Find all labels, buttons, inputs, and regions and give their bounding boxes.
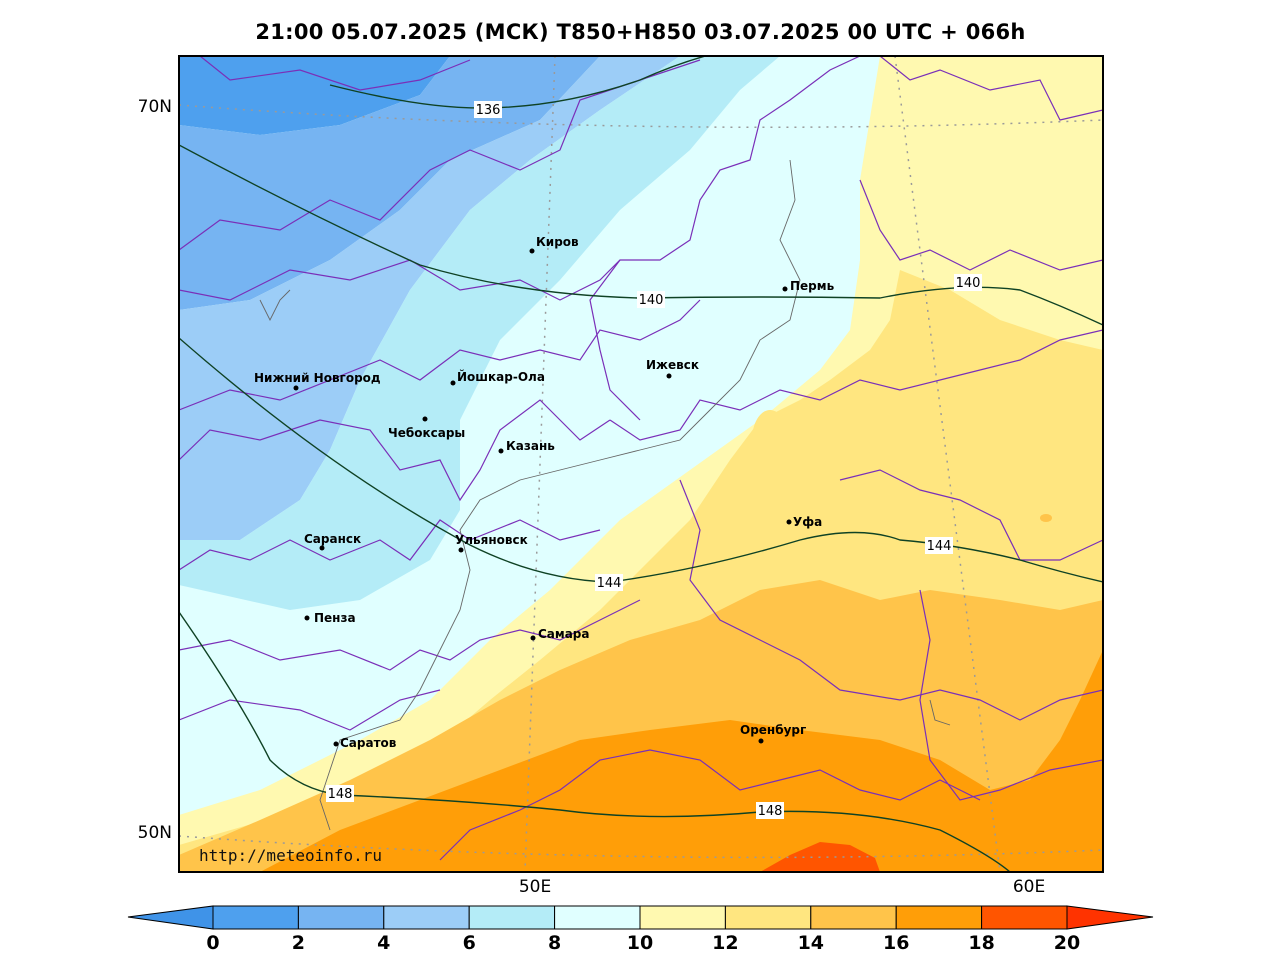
city-label: Пенза <box>314 611 356 625</box>
city-kazan: Казань <box>498 439 555 454</box>
city-marker <box>529 248 535 254</box>
city-label: Пермь <box>790 279 835 293</box>
city-marker <box>333 741 339 747</box>
colorbar-tick-label: 16 <box>883 932 909 954</box>
colorbar-arrow-high <box>1066 905 1154 930</box>
cities: Киров Пермь Нижний Новгород Йошкар-Ола И… <box>254 235 835 750</box>
contour-label-144-east: 144 <box>925 537 953 554</box>
isohypses <box>179 56 1103 872</box>
map-title: 21:00 05.07.2025 (МСК) T850+H850 03.07.2… <box>255 20 1026 44</box>
lat-label-50n: 50N <box>138 823 172 843</box>
colorbar-tick-label: 6 <box>463 932 476 954</box>
contour-label-148-west: 148 <box>326 785 354 802</box>
city-label: Саранск <box>304 532 361 546</box>
city-label: Ульяновск <box>455 533 528 547</box>
contour-label-148-east: 148 <box>756 802 784 819</box>
lat-label-70n: 70N <box>138 97 172 117</box>
city-marker <box>422 416 428 422</box>
city-marker <box>666 373 672 379</box>
city-yoshkar-ola: Йошкар-Ола <box>450 369 545 386</box>
contour-label-text: 148 <box>758 804 783 819</box>
contour-label-144-west: 144 <box>595 574 623 591</box>
colorbar-tick-label: 18 <box>968 932 994 954</box>
contour-label-140-west: 140 <box>637 291 665 308</box>
colorbar-segment <box>468 905 556 930</box>
city-label: Саратов <box>340 736 397 750</box>
colorbar-arrow-low <box>127 905 214 930</box>
credit-link[interactable]: http://meteoinfo.ru <box>199 846 382 865</box>
contour-label-text: 136 <box>476 103 501 118</box>
colorbar-tick-label: 4 <box>377 932 390 954</box>
city-orenburg: Оренбург <box>740 723 806 744</box>
city-marker <box>319 545 325 551</box>
city-ulyanovsk: Ульяновск <box>455 533 528 553</box>
city-marker <box>304 615 310 621</box>
city-marker <box>498 448 504 454</box>
contour-label-text: 140 <box>956 276 981 291</box>
colorbar-segment <box>724 905 812 930</box>
city-izhevsk: Ижевск <box>646 358 699 379</box>
lon-label-60e: 60E <box>1013 877 1045 897</box>
city-label: Казань <box>506 439 555 453</box>
colorbar-segment <box>383 905 470 930</box>
city-label: Ижевск <box>646 358 699 372</box>
city-label: Йошкар-Ола <box>457 369 545 384</box>
colorbar-segment <box>297 905 385 930</box>
colorbar-segment <box>981 905 1068 930</box>
colorbar-segment <box>639 905 726 930</box>
contour-label-text: 148 <box>328 787 353 802</box>
colorbar-tick-label: 0 <box>206 932 219 954</box>
city-saransk: Саранск <box>304 532 361 551</box>
temperature-field <box>179 56 1103 872</box>
contour-label-136: 136 <box>474 101 502 118</box>
lon-label-50e: 50E <box>519 877 551 897</box>
colorbar-segment <box>212 905 299 930</box>
contour-label-140-east: 140 <box>954 274 982 291</box>
city-marker <box>450 380 456 386</box>
city-label: Нижний Новгород <box>254 371 381 385</box>
city-marker <box>530 635 536 641</box>
colorbar-tick-label: 10 <box>627 932 653 954</box>
city-label: Оренбург <box>740 723 806 737</box>
colorbar: 0 2 4 6 8 10 12 14 16 18 20 <box>127 905 1154 954</box>
city-label: Уфа <box>793 515 822 529</box>
city-cheboksary: Чебоксары <box>388 416 465 440</box>
city-samara: Самара <box>530 627 590 641</box>
city-marker <box>458 547 464 553</box>
region-borders <box>179 56 1103 861</box>
contour-labels: 136 140 140 144 144 148 148 <box>326 101 982 819</box>
map-frame <box>178 55 1104 873</box>
city-label: Чебоксары <box>388 426 465 440</box>
contour-label-text: 144 <box>597 576 622 591</box>
city-ufa: Уфа <box>786 515 822 529</box>
rivers <box>259 159 951 831</box>
city-marker <box>782 286 788 292</box>
city-penza: Пенза <box>304 611 356 625</box>
city-label: Самара <box>538 627 590 641</box>
colorbar-segment <box>810 905 897 930</box>
city-nizhny-novgorod: Нижний Новгород <box>254 371 381 391</box>
colorbar-tick-label: 20 <box>1054 932 1080 954</box>
graticule <box>179 56 1103 872</box>
contour-label-text: 140 <box>639 293 664 308</box>
colorbar-tick-label: 12 <box>712 932 738 954</box>
city-kirov: Киров <box>529 235 579 254</box>
colorbar-tick-label: 8 <box>548 932 561 954</box>
city-label: Киров <box>536 235 579 249</box>
city-saratov: Саратов <box>333 736 397 750</box>
city-marker <box>786 519 792 525</box>
colorbar-tick-label: 2 <box>292 932 305 954</box>
colorbar-tick-label: 14 <box>798 932 824 954</box>
city-marker <box>758 738 764 744</box>
city-perm: Пермь <box>782 279 835 293</box>
city-marker <box>293 385 299 391</box>
colorbar-segment <box>895 905 983 930</box>
contour-label-text: 144 <box>927 539 952 554</box>
colorbar-segment <box>554 905 641 930</box>
